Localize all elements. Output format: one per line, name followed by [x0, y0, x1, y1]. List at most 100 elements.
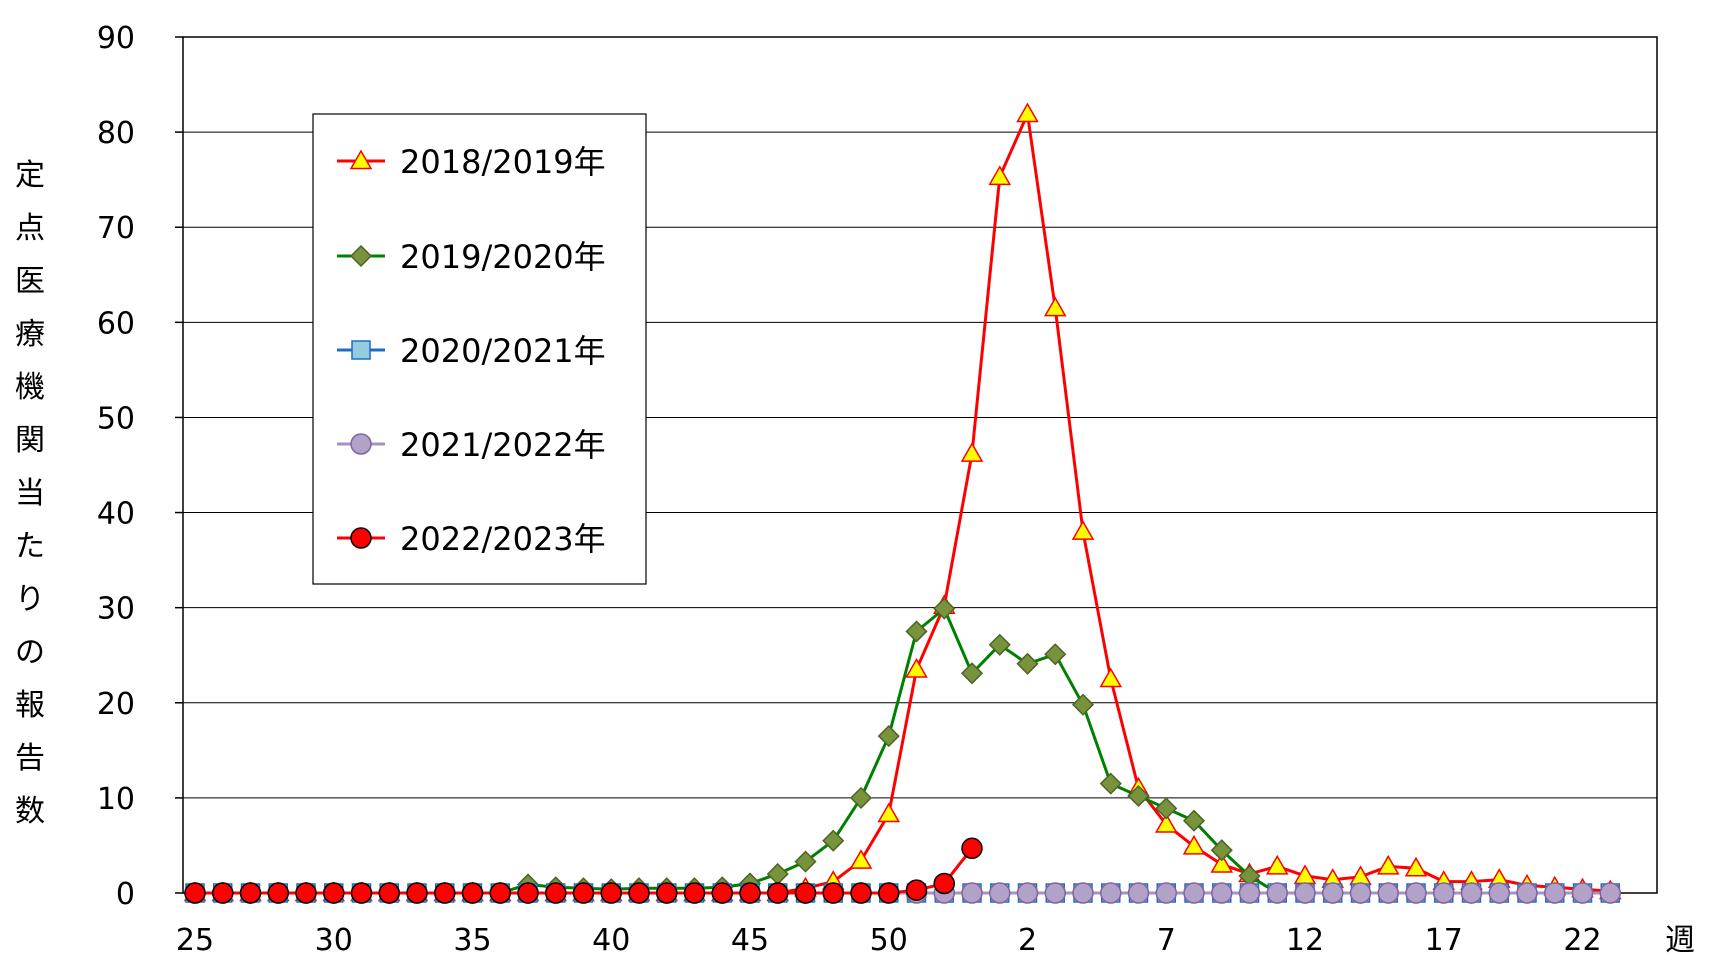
data-point — [1044, 643, 1067, 666]
data-point — [1266, 882, 1288, 904]
data-point — [295, 882, 317, 904]
data-point — [933, 597, 956, 620]
y-axis-label-char: 定 — [15, 158, 45, 193]
y-tick-label: 60 — [97, 306, 135, 341]
data-point — [1182, 834, 1206, 855]
y-axis-label-char: 機 — [15, 370, 45, 405]
data-point — [1544, 882, 1566, 904]
data-point — [1155, 882, 1177, 904]
data-point — [1071, 520, 1095, 540]
legend-item: 2021/2022年 — [337, 426, 606, 464]
x-axis-ticks: 25 30 35 40 45 50 2 7 12 17 22 週 — [176, 893, 1695, 958]
x-tick-label: 7 — [1157, 923, 1176, 958]
data-point — [683, 882, 706, 904]
y-axis-label-char: り — [15, 582, 45, 617]
x-tick-label: 12 — [1286, 923, 1324, 958]
data-point — [434, 882, 456, 904]
legend: 2018/2019年 2019/2020年 2020/2021年 2021/2022年… — [312, 113, 647, 585]
data-point — [1433, 882, 1455, 904]
data-point — [350, 433, 372, 455]
data-point — [961, 882, 983, 904]
data-point — [349, 149, 373, 170]
data-point — [989, 882, 1011, 904]
data-point — [406, 882, 428, 904]
x-tick-label: 35 — [453, 923, 491, 958]
data-point — [1099, 772, 1122, 795]
legend-label: 2021/2022年 — [400, 426, 606, 464]
data-point — [378, 882, 400, 904]
x-tick-label: 22 — [1563, 923, 1601, 958]
data-point — [822, 882, 844, 904]
data-point — [545, 882, 567, 904]
legend-label: 2018/2019年 — [400, 143, 606, 181]
y-tick-label: 20 — [97, 687, 135, 722]
series-2 — [183, 597, 1622, 905]
data-point — [1460, 882, 1483, 904]
data-point — [1099, 667, 1123, 688]
x-tick-label: 45 — [731, 923, 769, 958]
data-point — [212, 882, 234, 904]
x-tick-label: 2 — [1018, 923, 1037, 958]
data-point — [1016, 882, 1039, 904]
y-axis-label-char: の — [15, 635, 45, 670]
y-axis-label-char: 数 — [15, 794, 45, 829]
data-point — [711, 882, 733, 904]
y-axis-label-char: 関 — [15, 423, 45, 458]
data-point — [877, 725, 900, 748]
data-point — [1404, 856, 1428, 877]
legend-label: 2022/2023年 — [400, 520, 606, 558]
data-point — [877, 802, 901, 823]
data-point — [628, 882, 650, 904]
data-point — [850, 882, 872, 904]
y-axis-label-char: 点 — [15, 211, 45, 246]
data-point — [960, 662, 984, 685]
data-point — [656, 882, 678, 904]
legend-item: 2019/2020年 — [337, 238, 606, 276]
data-point — [1571, 882, 1594, 904]
data-point — [1100, 882, 1122, 904]
data-point — [905, 879, 928, 901]
data-point — [1599, 882, 1621, 904]
data-point — [794, 850, 817, 873]
legend-item: 2018/2019年 — [337, 143, 606, 181]
data-point — [905, 657, 928, 678]
data-point — [350, 527, 372, 549]
data-point — [1376, 854, 1400, 875]
data-point — [822, 829, 845, 852]
y-axis-label-char: 当 — [15, 476, 45, 511]
data-point — [1210, 839, 1233, 862]
data-point — [767, 882, 789, 904]
data-point — [1044, 882, 1066, 904]
data-point — [600, 882, 622, 904]
legend-label: 2020/2021年 — [400, 332, 606, 370]
data-point — [1265, 854, 1289, 875]
legend-label: 2019/2020年 — [400, 238, 606, 276]
data-point — [1016, 102, 1039, 123]
y-axis-label-char: 告 — [15, 741, 45, 776]
data-point — [933, 872, 955, 895]
data-point — [351, 340, 371, 360]
y-axis-label-char: 療 — [15, 317, 45, 352]
data-point — [794, 882, 817, 904]
data-point — [988, 165, 1012, 186]
data-point — [905, 620, 928, 643]
x-tick-label: 30 — [315, 923, 353, 958]
data-point — [878, 882, 900, 904]
y-axis-label-char: 報 — [15, 688, 45, 723]
y-tick-label: 10 — [97, 782, 135, 817]
data-point — [1127, 784, 1150, 808]
data-point — [323, 882, 345, 904]
data-point — [184, 882, 206, 904]
x-tick-label: 25 — [176, 923, 214, 958]
data-point — [849, 786, 873, 809]
x-tick-label: 17 — [1425, 923, 1463, 958]
y-tick-label: 30 — [97, 592, 135, 627]
data-point — [1349, 882, 1372, 904]
y-tick-label: 80 — [97, 116, 135, 151]
data-point — [1155, 797, 1178, 820]
data-point — [1322, 882, 1344, 904]
data-point — [1072, 882, 1094, 904]
data-point — [1405, 882, 1427, 904]
